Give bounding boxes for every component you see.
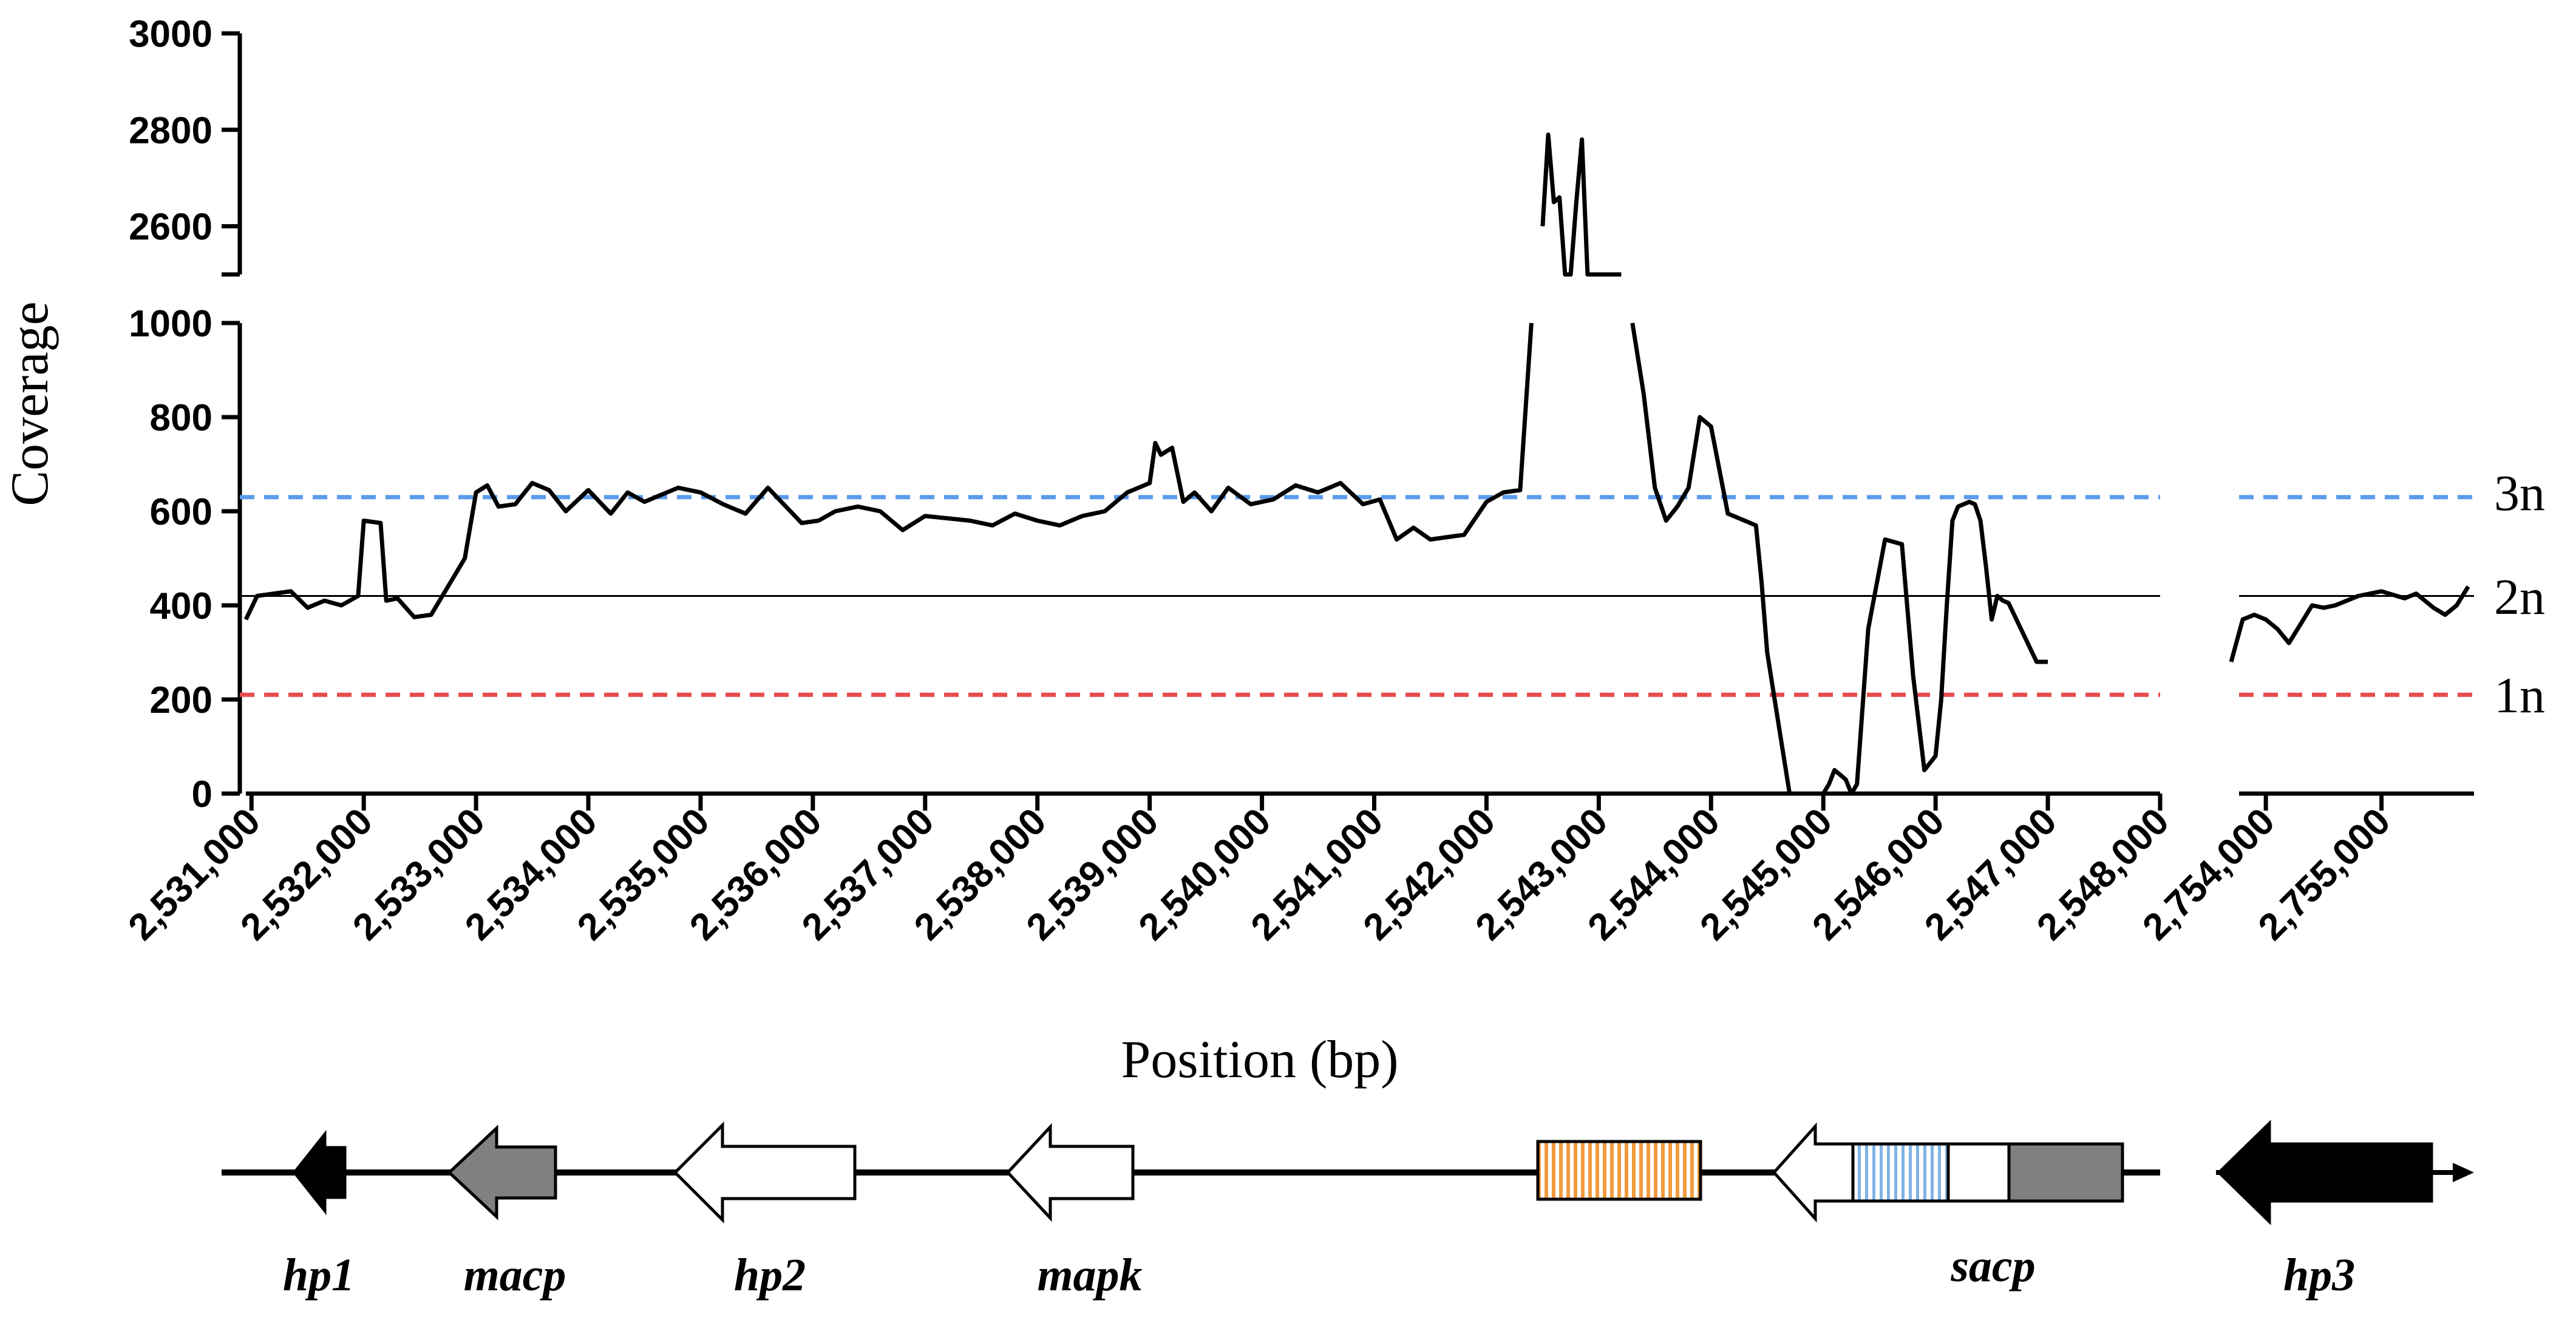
gene-hp3-arrow [2217,1120,2433,1225]
gene-label-hp2: hp2 [734,1250,806,1301]
coverage-line-segment-1 [243,132,2048,796]
gene-sacp-blue-striped [1851,1142,1950,1203]
axes [222,31,2474,811]
y-tick-label: 1000 [129,303,212,345]
reference-lines [240,495,2474,697]
gene-macp-arrow [447,1125,557,1220]
ref-label-1n: 1n [2494,667,2545,724]
gene-label-macp: macp [464,1250,566,1301]
gene-sacp-arrow-head [1772,1122,1855,1223]
ref-label-2n: 2n [2494,569,2545,625]
y-tick-label: 0 [192,774,212,815]
y-tick-label: 3000 [129,13,212,55]
ref-label-3n: 3n [2494,465,2545,522]
gene-label-hp1: hp1 [283,1250,355,1301]
y-tick-label: 2600 [129,206,212,248]
gene-mapk-arrow [1005,1123,1135,1222]
gene-hp2-arrow [673,1121,857,1224]
gene-label-hp3: hp3 [2283,1250,2355,1301]
gene-sacp-white [1946,1142,2011,1203]
coverage-series [243,132,2470,796]
gene-map-end-arrowhead [2453,1163,2474,1182]
y-tick-label: 600 [150,491,212,533]
y-tick-label: 200 [150,679,212,721]
gene-map: hp1 macp hp2 mapk sacp hp3 [222,1120,2474,1301]
gene-hp1-arrow [292,1129,347,1216]
y-tick-label: 2800 [129,110,212,152]
gene-sacp-gray [2007,1142,2124,1203]
y-tick-label: 800 [150,397,212,439]
tick-labels: 020040060080010002600280030002,531,0002,… [120,13,2398,948]
gene-orange-striped-block [1536,1140,1702,1201]
y-axis-title: Coverage [1,301,59,506]
gene-label-mapk: mapk [1037,1250,1142,1301]
x-axis-title: Position (bp) [1121,1030,1398,1089]
gene-label-sacp: sacp [1950,1240,2035,1291]
y-tick-label: 400 [150,585,212,627]
coverage-line-segment-2 [2229,585,2470,662]
